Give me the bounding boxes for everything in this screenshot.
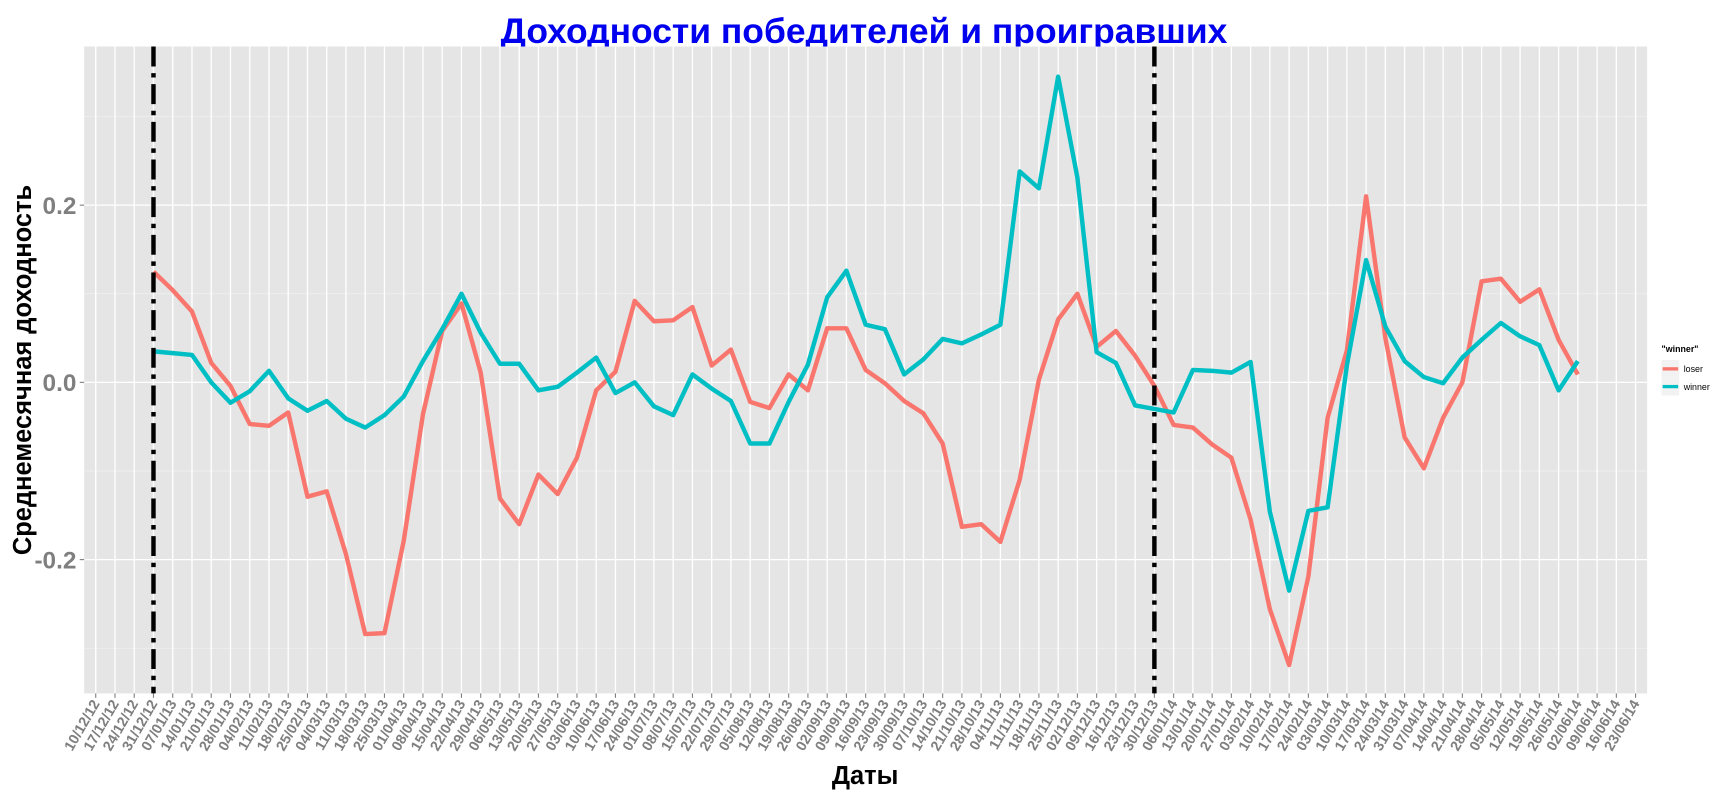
series-line [151, 194, 1580, 668]
chart-title: Доходности победителей и проигравших [501, 11, 1228, 51]
y-axis-title: Среднемесячная доходность [9, 185, 37, 555]
y-tick-label: -0.2 [34, 547, 76, 574]
legend-label: loser [1684, 364, 1703, 374]
legend-label: winner [1683, 382, 1710, 392]
legend-title: "winner" [1662, 344, 1699, 354]
x-axis-title: Даты [832, 762, 899, 790]
y-tick-label: 0.0 [43, 370, 77, 397]
series-line [153, 74, 1580, 593]
y-tick-label: 0.2 [43, 193, 77, 220]
